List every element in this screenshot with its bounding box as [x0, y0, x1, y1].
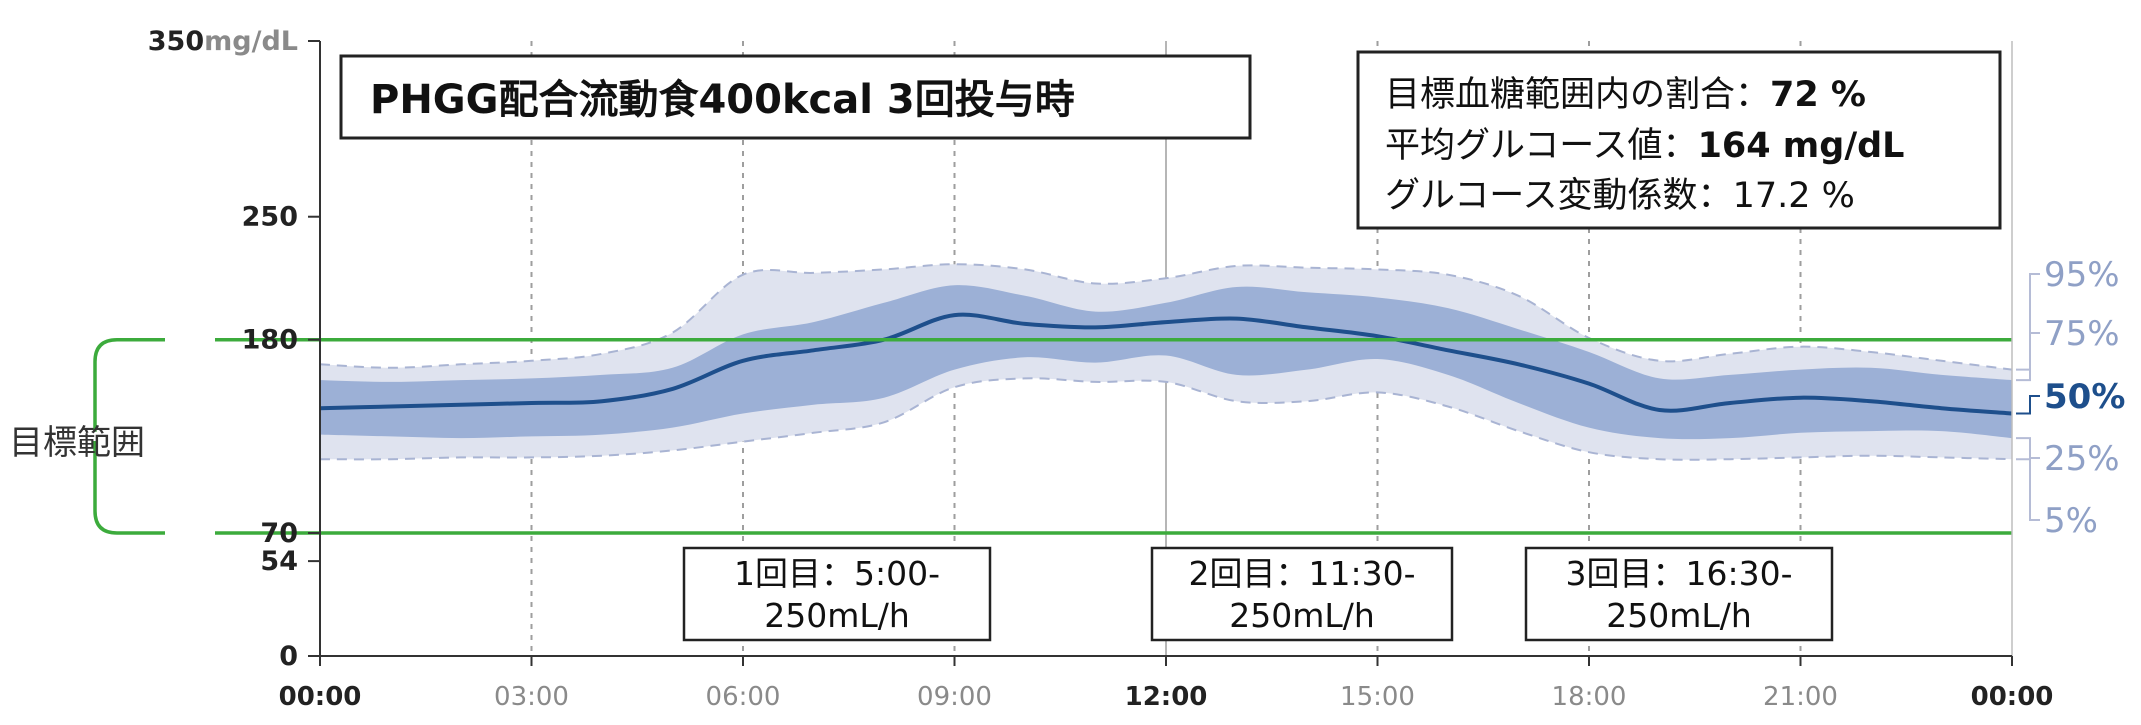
- y-unit-label: mg/dL: [204, 26, 298, 57]
- pct-connector-25: [2016, 437, 2040, 459]
- stat-cv-value: 17.2 %: [1733, 176, 1855, 216]
- annotation-3-line2: 250mL/h: [1606, 596, 1752, 635]
- stat-mean-glucose-label: 平均グルコース値：: [1385, 126, 1698, 166]
- annotation-2-line1: 2回目：11:30-: [1188, 554, 1415, 593]
- svg-text:目標血糖範囲内の割合：72 %: 目標血糖範囲内の割合：72 %: [1385, 75, 1866, 115]
- pct-label-5: 5%: [2044, 501, 2098, 541]
- xtick-label-3: 09:00: [917, 682, 992, 712]
- percentile-labels: 95% 75% 50% 25% 5%: [2016, 255, 2125, 541]
- ytick-label-70: 70: [260, 518, 298, 549]
- stats-box: 目標血糖範囲内の割合：72 % 平均グルコース値：164 mg/dL グルコース…: [1356, 50, 2002, 230]
- x-axis-ticks: 00:00 03:00 06:00 09:00 12:00 15:00 18:00 21:00…: [279, 656, 2054, 712]
- annotation-1-line1: 1回目：5:00-: [734, 554, 940, 593]
- annotation-1-line2: 250mL/h: [764, 596, 910, 635]
- annotation-2-line2: 250mL/h: [1229, 596, 1375, 635]
- svg-text:平均グルコース値：164 mg/dL: 平均グルコース値：164 mg/dL: [1385, 126, 1904, 166]
- xtick-label-1: 03:00: [494, 682, 569, 712]
- ytick-label-180: 180: [242, 325, 298, 356]
- ytick-label-250: 250: [242, 202, 298, 233]
- xtick-label-6: 18:00: [1552, 682, 1627, 712]
- pct-label-95: 95%: [2044, 255, 2120, 295]
- annotation-feed-1: 1回目：5:00- 250mL/h: [682, 546, 992, 642]
- chart-title: PHGG配合流動食400kcal 3回投与時: [370, 77, 1075, 123]
- xtick-label-8: 00:00: [1971, 682, 2054, 712]
- stat-cv-label: グルコース変動係数：: [1385, 176, 1733, 216]
- pct-connector-50: [2016, 395, 2040, 415]
- xtick-label-4: 12:00: [1125, 682, 1208, 712]
- band-25-75: [320, 285, 2012, 440]
- xtick-label-5: 15:00: [1340, 682, 1415, 712]
- line-median-50pct: [319, 312, 2013, 416]
- pct-label-50: 50%: [2044, 377, 2125, 417]
- annotation-feed-3: 3回目：16:30- 250mL/h: [1524, 546, 1834, 642]
- pct-label-75: 75%: [2044, 314, 2120, 354]
- annotation-3-line1: 3回目：16:30-: [1565, 554, 1792, 593]
- stat-time-in-range-value: 72 %: [1770, 75, 1866, 115]
- stat-mean-glucose-value: 164 mg/dL: [1698, 126, 1905, 166]
- target-range-label: 目標範囲: [9, 423, 145, 463]
- annotation-feed-2: 2回目：11:30- 250mL/h: [1150, 546, 1454, 642]
- title-box: PHGG配合流動食400kcal 3回投与時: [339, 54, 1252, 140]
- ytick-label-54: 54: [260, 546, 298, 577]
- xtick-label-2: 06:00: [706, 682, 781, 712]
- line-5pct: [319, 377, 2013, 461]
- xtick-label-0: 00:00: [279, 682, 362, 712]
- stat-time-in-range-label: 目標血糖範囲内の割合：: [1385, 75, 1770, 115]
- line-95pct: [319, 263, 2013, 371]
- ytick-label-350: 350mg/dL: [148, 26, 298, 57]
- pct-label-25: 25%: [2044, 439, 2120, 479]
- pct-connector-95: [2016, 273, 2040, 371]
- xtick-label-7: 21:00: [1763, 682, 1838, 712]
- pct-connector-5: [2016, 458, 2040, 521]
- target-range-bracket: [93, 337, 165, 535]
- ytick-label-0: 0: [279, 641, 298, 672]
- svg-text:グルコース変動係数：17.2 %: グルコース変動係数：17.2 %: [1385, 176, 1855, 216]
- pct-connector-75: [2016, 332, 2040, 382]
